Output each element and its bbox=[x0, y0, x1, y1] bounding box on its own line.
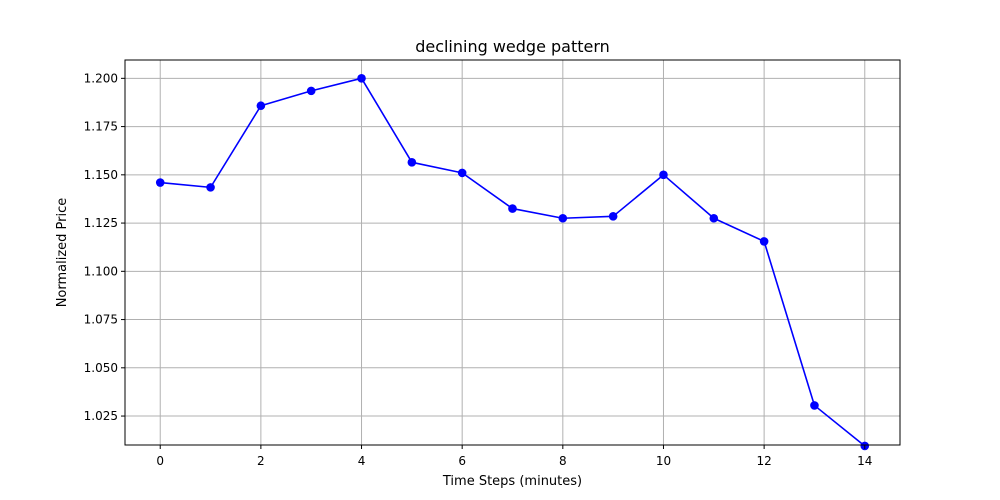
y-tick-label: 1.050 bbox=[84, 361, 118, 375]
data-point bbox=[508, 204, 517, 213]
x-tick-label: 2 bbox=[257, 454, 265, 468]
x-axis-ticks: 0 2 4 6 8 10 12 14 bbox=[156, 445, 872, 468]
plot-area-frame bbox=[124, 59, 901, 446]
data-point bbox=[709, 213, 719, 223]
data-point bbox=[558, 213, 568, 223]
y-tick-label: 1.125 bbox=[84, 216, 118, 230]
data-point bbox=[256, 101, 266, 111]
y-tick-label: 1.200 bbox=[84, 71, 118, 85]
x-tick-label: 8 bbox=[559, 454, 567, 468]
data-point bbox=[659, 170, 668, 180]
x-tick-label: 6 bbox=[458, 454, 466, 468]
x-tick-label: 12 bbox=[756, 454, 771, 468]
y-tick-label: 1.075 bbox=[84, 313, 118, 327]
x-tick-label: 10 bbox=[656, 454, 671, 468]
data-point bbox=[407, 157, 417, 167]
x-tick-label: 4 bbox=[358, 454, 366, 468]
x-tick-label: 14 bbox=[857, 454, 872, 468]
y-tick-label: 1.100 bbox=[84, 264, 118, 278]
data-point bbox=[306, 86, 316, 96]
series-line bbox=[155, 74, 870, 451]
y-tick-label: 1.150 bbox=[84, 168, 118, 182]
chart-title: declining wedge pattern bbox=[415, 37, 610, 56]
y-tick-label: 1.175 bbox=[84, 120, 118, 134]
x-axis-title: Time Steps (minutes) bbox=[442, 474, 582, 489]
x-tick-label: 0 bbox=[156, 454, 164, 468]
data-point bbox=[810, 401, 819, 410]
y-tick-label: 1.025 bbox=[84, 409, 118, 423]
data-point bbox=[357, 74, 366, 83]
data-point bbox=[155, 178, 165, 187]
data-point bbox=[608, 212, 618, 221]
data-point bbox=[206, 183, 215, 192]
y-axis-ticks: 1.025 1.050 1.075 1.100 1.125 1.150 1.175 1.200 bbox=[84, 71, 125, 423]
data-point bbox=[759, 237, 769, 246]
grid bbox=[125, 60, 900, 445]
data-point bbox=[457, 168, 467, 178]
y-axis-title: Normalized Price bbox=[55, 198, 70, 308]
